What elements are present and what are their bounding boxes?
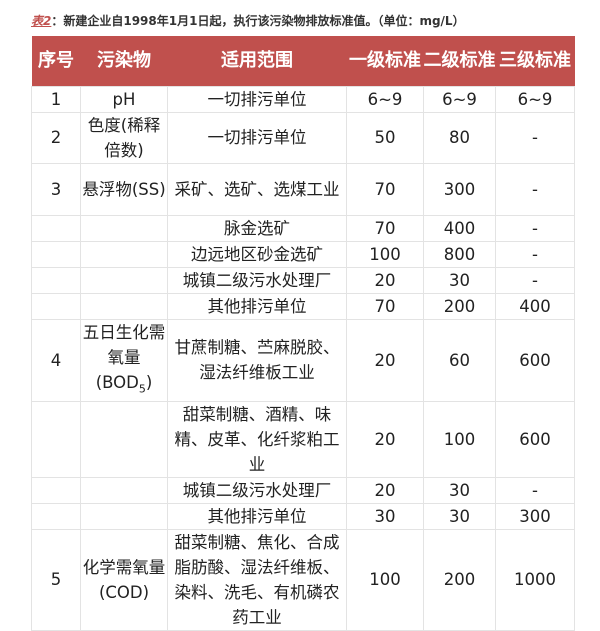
cell-l3: 6~9	[495, 85, 575, 113]
cell-no: 4	[31, 318, 81, 402]
table-row: 其他排污单位 70 200 400	[31, 292, 575, 320]
cell-l3: -	[495, 240, 575, 268]
cell-pollutant: 化学需氧量(COD)	[80, 528, 168, 631]
cell-l2: 60	[423, 318, 496, 402]
table-row: 城镇二级污水处理厂 20 30-	[31, 266, 575, 294]
cell-l1: 70	[346, 162, 424, 216]
table-row: 2 色度(稀释倍数) 一切排污单位 50 80-	[31, 111, 575, 164]
cell-pollutant: 悬浮物(SS)	[80, 162, 168, 216]
cell-l2: 30	[423, 502, 496, 530]
cell-l3: 1000	[495, 528, 575, 631]
cell-no	[31, 214, 81, 242]
cell-no: 5	[31, 528, 81, 631]
cell-l2: 800	[423, 240, 496, 268]
cell-pollutant	[80, 266, 168, 294]
cell-l1: 100	[346, 528, 424, 631]
table-row: 脉金选矿 70 400-	[31, 214, 575, 242]
cell-scope: 城镇二级污水处理厂	[167, 266, 347, 294]
cell-l2: 80	[423, 111, 496, 164]
header-row: 序号 污染物 适用范围 一级标准 二级标准 三级标准	[31, 36, 575, 86]
cell-scope: 甘蔗制糖、苎麻脱胶、湿法纤维板工业	[167, 318, 347, 402]
cell-scope: 甜菜制糖、焦化、合成脂肪酸、湿法纤维板、染料、洗毛、有机磷农药工业	[167, 528, 347, 631]
cell-l2: 30	[423, 266, 496, 294]
header-pollutant: 污染物	[80, 36, 168, 86]
header-scope: 适用范围	[167, 36, 347, 86]
cell-l1: 70	[346, 292, 424, 320]
cell-l1: 6~9	[346, 85, 424, 113]
cell-pollutant	[80, 240, 168, 268]
cell-pollutant: pH	[80, 85, 168, 113]
cell-scope: 边远地区砂金选矿	[167, 240, 347, 268]
cell-l1: 20	[346, 400, 424, 478]
cell-no: 2	[31, 111, 81, 164]
table-row: 城镇二级污水处理厂 20 30-	[31, 476, 575, 504]
table-caption: 表2：新建企业自1998年1月1日起，执行该污染物排放标准值。（单位：mg/L）	[31, 12, 465, 29]
cell-scope: 其他排污单位	[167, 292, 347, 320]
table-row: 5 化学需氧量(COD) 甜菜制糖、焦化、合成脂肪酸、湿法纤维板、染料、洗毛、有机磷…	[31, 528, 575, 631]
caption-text: ：新建企业自1998年1月1日起，执行该污染物排放标准值。（单位：mg/L）	[51, 14, 465, 28]
cell-scope: 一切排污单位	[167, 111, 347, 164]
cell-l1: 20	[346, 476, 424, 504]
cell-scope: 一切排污单位	[167, 85, 347, 113]
table-row: 3 悬浮物(SS) 采矿、选矿、选煤工业 70 300-	[31, 162, 575, 216]
cell-l2: 6~9	[423, 85, 496, 113]
pollutant-text: )	[145, 372, 153, 392]
cell-scope: 甜菜制糖、酒精、味精、皮革、化纤浆粕工业	[167, 400, 347, 478]
cell-l3: -	[495, 266, 575, 294]
table-row: 其他排污单位 30 30 300	[31, 502, 575, 530]
cell-l1: 50	[346, 111, 424, 164]
cell-pollutant	[80, 476, 168, 504]
cell-no: 3	[31, 162, 81, 216]
cell-pollutant	[80, 214, 168, 242]
header-level1: 一级标准	[346, 36, 424, 86]
cell-scope: 采矿、选矿、选煤工业	[167, 162, 347, 216]
header-level3: 三级标准	[495, 36, 575, 86]
cell-l2: 400	[423, 214, 496, 242]
cell-scope: 城镇二级污水处理厂	[167, 476, 347, 504]
table-tag: 表2	[31, 14, 52, 28]
cell-pollutant	[80, 292, 168, 320]
header-level2: 二级标准	[423, 36, 496, 86]
cell-l3: -	[495, 476, 575, 504]
cell-l3: 400	[495, 292, 575, 320]
cell-l3: 600	[495, 318, 575, 402]
cell-pollutant: 色度(稀释倍数)	[80, 111, 168, 164]
cell-no	[31, 266, 81, 294]
cell-l2: 300	[423, 162, 496, 216]
cell-pollutant	[80, 400, 168, 478]
header-no: 序号	[31, 36, 81, 86]
cell-l3: -	[495, 214, 575, 242]
pollutant-text: 五日生化需氧量(BOD	[82, 322, 166, 392]
pollutant-text: 5	[138, 381, 146, 395]
cell-l2: 30	[423, 476, 496, 504]
cell-no	[31, 292, 81, 320]
cell-no	[31, 502, 81, 530]
cell-l3: -	[495, 111, 575, 164]
cell-no	[31, 400, 81, 478]
cell-l3: 300	[495, 502, 575, 530]
cell-l2: 200	[423, 528, 496, 631]
pollutant-standards-table: 序号 污染物 适用范围 一级标准 二级标准 三级标准 1 pH 一切排污单位 6~9 6…	[31, 36, 575, 631]
table-row: 甜菜制糖、酒精、味精、皮革、化纤浆粕工业 20 100 600	[31, 400, 575, 478]
cell-no	[31, 476, 81, 504]
table-row: 4 五日生化需氧量(BOD5) 甘蔗制糖、苎麻脱胶、湿法纤维板工业 20 60 600	[31, 318, 575, 402]
cell-l2: 100	[423, 400, 496, 478]
cell-no	[31, 240, 81, 268]
cell-l1: 20	[346, 266, 424, 294]
table-row: 边远地区砂金选矿 100 800-	[31, 240, 575, 268]
cell-l1: 30	[346, 502, 424, 530]
cell-l3: -	[495, 162, 575, 216]
cell-l1: 20	[346, 318, 424, 402]
table-row: 1 pH 一切排污单位 6~9 6~9 6~9	[31, 85, 575, 113]
cell-scope: 脉金选矿	[167, 214, 347, 242]
cell-pollutant: 五日生化需氧量(BOD5)	[80, 318, 168, 402]
cell-l3: 600	[495, 400, 575, 478]
cell-l1: 100	[346, 240, 424, 268]
cell-pollutant	[80, 502, 168, 530]
cell-l1: 70	[346, 214, 424, 242]
cell-scope: 其他排污单位	[167, 502, 347, 530]
cell-l2: 200	[423, 292, 496, 320]
cell-no: 1	[31, 85, 81, 113]
